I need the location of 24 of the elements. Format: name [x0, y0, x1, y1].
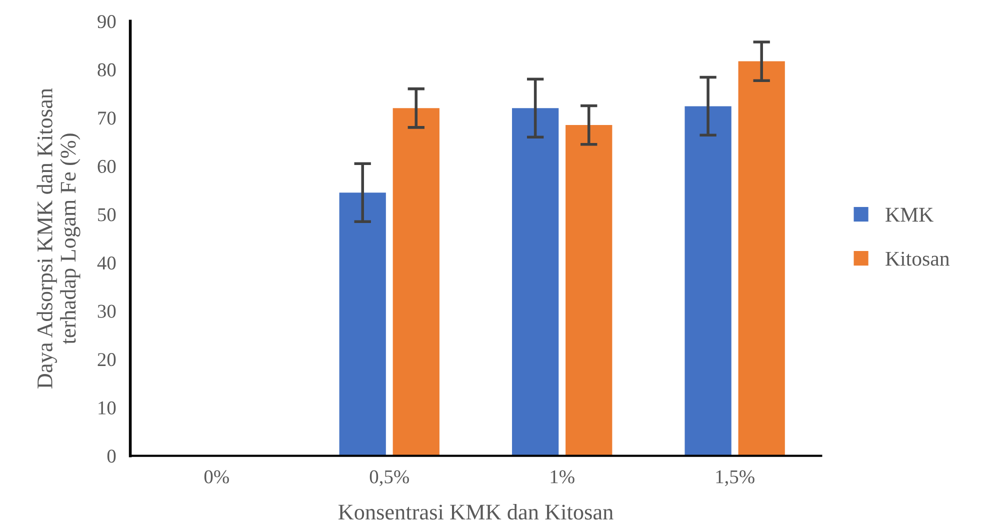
bar	[738, 61, 785, 456]
x-tick-label: 1,5%	[716, 470, 754, 486]
y-tick-label: 60	[98, 160, 116, 174]
x-tick-label: 1%	[550, 470, 574, 484]
x-axis-title: Konsentrasi KMK dan Kitosan	[338, 504, 614, 520]
y-tick-label: 50	[98, 208, 116, 222]
legend-label: Kitosan	[886, 252, 950, 266]
x-tick-label: 0%	[204, 470, 229, 484]
bar	[684, 106, 732, 456]
bar	[339, 192, 386, 456]
bar	[566, 125, 612, 456]
legend-label: KMK	[886, 208, 934, 222]
y-tick-label: 10	[98, 401, 116, 414]
y-tick-label: 0	[107, 450, 116, 463]
y-tick-label: 90	[98, 15, 116, 28]
y-tick-label: 20	[98, 353, 116, 366]
y-axis-title: Daya Adsorpsi KMK dan Kitosan terhadap Logam Fe (%)	[36, 88, 80, 388]
bar	[512, 108, 559, 456]
y-tick-label: 70	[98, 112, 116, 125]
y-tick-label: 80	[98, 63, 116, 76]
y-tick-label: 30	[98, 304, 116, 318]
bar	[392, 108, 440, 456]
x-tick-label: 0,5%	[370, 470, 409, 486]
y-tick-label: 40	[97, 256, 116, 270]
